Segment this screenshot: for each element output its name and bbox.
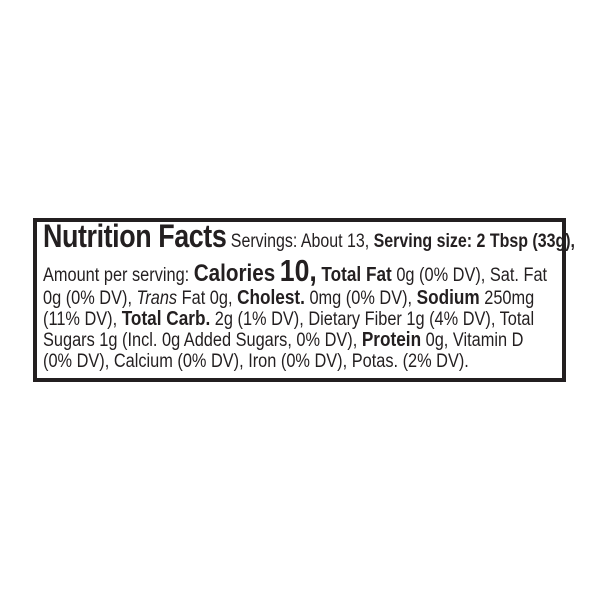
trans-value: Fat 0g, (181, 288, 233, 309)
line-5: Sugars 1g (Incl. 0g Added Sugars, 0% DV)… (43, 329, 524, 352)
sodium-value: 250mg (484, 288, 535, 309)
line-4: (11% DV), Total Carb. 2g (1% DV), Dietar… (43, 308, 535, 331)
protein-value: 0g, Vitamin D (425, 330, 524, 351)
carb-value: 2g (1% DV), Dietary Fiber 1g (4% DV), To… (214, 309, 535, 330)
nutrition-facts-panel: Nutrition Facts Servings: About 13, Serv… (33, 218, 575, 382)
nutrition-facts-title: Nutrition Facts (43, 218, 227, 254)
cholest-value: 0mg (0% DV), (309, 288, 413, 309)
cholest-label: Cholest. (237, 287, 305, 309)
total-fat-label: Total Fat (321, 264, 392, 286)
sodium-dv: (11% DV), (43, 309, 118, 330)
servings: Servings: About 13, (230, 231, 370, 252)
vitamins-minerals: (0% DV), Calcium (0% DV), Iron (0% DV), … (43, 351, 469, 372)
total-fat-value: 0g (0% DV), Sat. Fat (396, 265, 548, 286)
amount-per-serving: Amount per serving: (43, 265, 190, 286)
protein-label: Protein (361, 329, 422, 351)
line-3: 0g (0% DV), Trans Fat 0g, Cholest. 0mg (… (43, 287, 535, 310)
line-title: Nutrition Facts Servings: About 13, Serv… (43, 220, 575, 252)
calories-label: Calories (193, 260, 276, 287)
serving-size: Serving size: 2 Tbsp (33g), (373, 231, 575, 252)
trans-label: Trans (136, 288, 178, 309)
line-6: (0% DV), Calcium (0% DV), Iron (0% DV), … (43, 351, 469, 372)
line-2: Amount per serving: Calories 10, Total F… (43, 255, 548, 287)
calories-value: 10, (279, 253, 317, 288)
sugars-value: Sugars 1g (Incl. 0g Added Sugars, 0% DV)… (43, 330, 358, 351)
sodium-label: Sodium (416, 287, 480, 309)
carb-label: Total Carb. (121, 308, 211, 330)
sat-fat-value: 0g (0% DV), (43, 288, 132, 309)
